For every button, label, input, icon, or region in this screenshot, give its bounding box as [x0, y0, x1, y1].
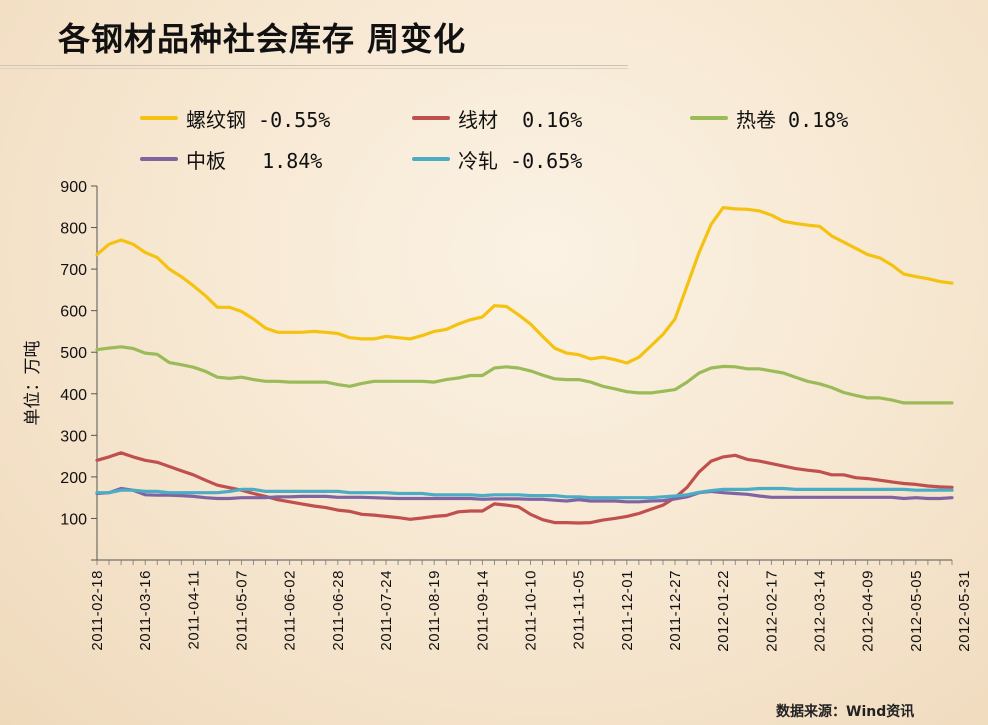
- legend-swatch: [140, 157, 178, 161]
- y-tick-label: 100: [60, 511, 87, 528]
- series-line-冷轧: [95, 486, 954, 500]
- legend-swatch: [140, 116, 178, 120]
- legend-label: 螺纹钢 -0.55%: [186, 107, 331, 132]
- legend-item: 冷轧 -0.65%: [412, 145, 582, 173]
- x-tick-label: 2011-08-19: [426, 570, 443, 651]
- x-tick-label: 2012-01-22: [715, 570, 732, 652]
- y-tick-label: 700: [60, 262, 87, 279]
- series-line-热卷: [95, 345, 954, 405]
- legend-item: 中板 1.84%: [140, 145, 322, 173]
- x-tick-label: 2011-12-01: [619, 570, 636, 651]
- x-tick-label: 2011-05-07: [234, 570, 251, 651]
- series-line-中板: [95, 486, 954, 504]
- x-tick-label: 2011-06-28: [330, 570, 347, 651]
- y-tick-label: 400: [60, 387, 87, 404]
- legend-swatch: [412, 116, 450, 120]
- y-axis-title: 单位：万吨: [23, 341, 43, 426]
- x-tick-label: 2012-05-31: [956, 570, 973, 652]
- x-tick-label: 2012-03-14: [812, 570, 829, 652]
- y-tick-label: 300: [60, 428, 87, 445]
- legend-swatch: [690, 116, 728, 120]
- y-tick-label: 500: [60, 345, 87, 362]
- legend-item: 螺纹钢 -0.55%: [140, 104, 330, 132]
- legend-label: 冷轧 -0.65%: [458, 148, 583, 173]
- chart-title: 各钢材品种社会库存 周变化: [58, 20, 467, 58]
- y-tick-label: 900: [60, 179, 87, 196]
- x-tick-label: 2012-04-09: [860, 570, 877, 652]
- legend-item: 热卷 0.18%: [690, 104, 848, 132]
- title-divider: [0, 65, 628, 66]
- x-tick-label: 2011-02-18: [89, 570, 106, 651]
- y-tick-label: 200: [60, 470, 87, 487]
- x-tick-label: 2012-05-05: [908, 570, 925, 652]
- y-tick-label: 800: [60, 221, 87, 238]
- x-tick-label: 2011-04-11: [185, 570, 202, 650]
- x-tick-label: 2011-12-27: [667, 570, 684, 651]
- x-tick-label: 2011-11-05: [571, 570, 588, 650]
- legend-label: 中板 1.84%: [186, 148, 323, 173]
- legend-swatch: [412, 157, 450, 161]
- x-tick-label: 2012-02-17: [763, 570, 780, 652]
- x-tick-label: 2011-06-02: [282, 570, 299, 651]
- x-tick-label: 2011-10-10: [523, 570, 540, 651]
- x-tick-label: 2011-09-14: [474, 570, 491, 651]
- y-tick-label: 600: [60, 304, 87, 321]
- legend-label: 热卷 0.18%: [736, 107, 849, 132]
- data-source: 数据来源：Wind资讯: [776, 704, 915, 720]
- x-tick-label: 2011-07-24: [378, 570, 395, 651]
- legend-item: 线材 0.16%: [412, 104, 582, 132]
- legend-label: 线材 0.16%: [458, 107, 583, 132]
- x-tick-label: 2011-03-16: [137, 570, 154, 651]
- title-divider-secondary: [0, 68, 628, 69]
- series-line-螺纹钢: [95, 206, 954, 365]
